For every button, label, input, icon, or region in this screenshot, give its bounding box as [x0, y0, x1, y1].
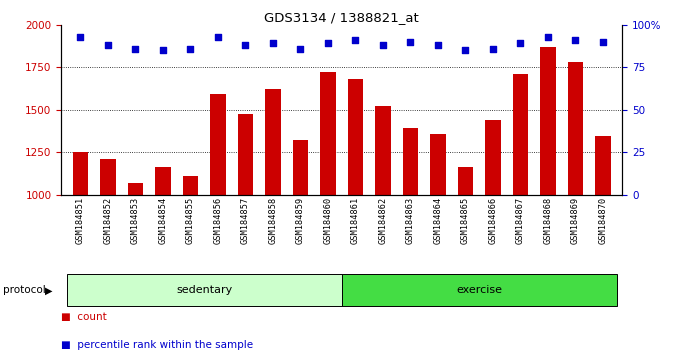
Bar — [210, 95, 226, 195]
Text: GSM184855: GSM184855 — [186, 196, 195, 244]
Bar — [513, 74, 528, 195]
Point — [295, 46, 306, 51]
Text: GSM184869: GSM184869 — [571, 196, 580, 244]
Bar — [375, 106, 390, 195]
Point — [460, 47, 471, 53]
Point — [130, 46, 141, 51]
Bar — [596, 136, 611, 195]
Text: GSM184857: GSM184857 — [241, 196, 250, 244]
Point — [103, 42, 114, 48]
Point — [75, 34, 86, 40]
Text: ▶: ▶ — [45, 285, 53, 295]
Point — [322, 41, 333, 46]
Point — [377, 42, 388, 48]
Bar — [183, 176, 198, 195]
Text: GSM184864: GSM184864 — [433, 196, 443, 244]
Bar — [320, 72, 335, 195]
Bar — [541, 47, 556, 195]
Text: GSM184854: GSM184854 — [158, 196, 167, 244]
Point — [240, 42, 251, 48]
Text: ■  percentile rank within the sample: ■ percentile rank within the sample — [61, 340, 254, 350]
Bar — [265, 89, 281, 195]
Text: GSM184853: GSM184853 — [131, 196, 140, 244]
Text: GSM184866: GSM184866 — [488, 196, 498, 244]
Text: GSM184852: GSM184852 — [103, 196, 112, 244]
Point — [350, 37, 361, 43]
Point — [570, 37, 581, 43]
Title: GDS3134 / 1388821_at: GDS3134 / 1388821_at — [265, 11, 419, 24]
Bar — [348, 79, 363, 195]
Bar — [238, 114, 253, 195]
Point — [267, 41, 278, 46]
Bar — [156, 167, 171, 195]
Text: GSM184858: GSM184858 — [269, 196, 277, 244]
Text: GSM184851: GSM184851 — [76, 196, 85, 244]
Text: GSM184867: GSM184867 — [516, 196, 525, 244]
Text: sedentary: sedentary — [176, 285, 233, 295]
Point — [158, 47, 169, 53]
Bar — [458, 167, 473, 195]
Bar — [403, 129, 418, 195]
Text: GSM184870: GSM184870 — [598, 196, 607, 244]
Text: GSM184861: GSM184861 — [351, 196, 360, 244]
Bar — [342, 274, 617, 306]
Text: GSM184868: GSM184868 — [543, 196, 552, 244]
Bar — [128, 183, 143, 195]
Bar — [568, 62, 583, 195]
Bar — [73, 152, 88, 195]
Point — [515, 41, 526, 46]
Bar — [430, 133, 445, 195]
Bar — [293, 140, 308, 195]
Point — [405, 39, 416, 45]
Text: GSM184863: GSM184863 — [406, 196, 415, 244]
Point — [432, 42, 443, 48]
Text: protocol: protocol — [3, 285, 46, 295]
Text: ■  count: ■ count — [61, 312, 107, 321]
Point — [543, 34, 554, 40]
Bar — [101, 159, 116, 195]
Bar — [486, 120, 500, 195]
Text: GSM184859: GSM184859 — [296, 196, 305, 244]
Text: GSM184862: GSM184862 — [379, 196, 388, 244]
Point — [213, 34, 224, 40]
Bar — [67, 274, 342, 306]
Point — [488, 46, 498, 51]
Text: GSM184860: GSM184860 — [324, 196, 333, 244]
Text: exercise: exercise — [456, 285, 503, 295]
Text: GSM184865: GSM184865 — [461, 196, 470, 244]
Point — [598, 39, 609, 45]
Text: GSM184856: GSM184856 — [214, 196, 222, 244]
Point — [185, 46, 196, 51]
